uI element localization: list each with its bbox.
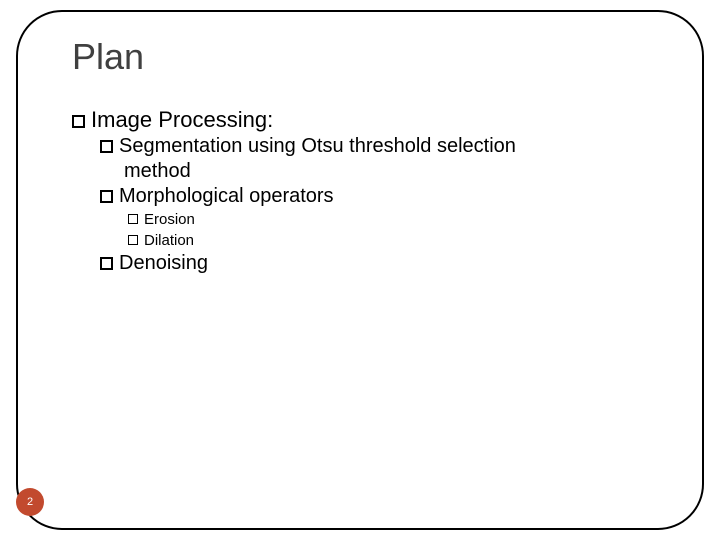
square-bullet-icon <box>128 214 138 224</box>
l2-text: Denoising <box>119 252 208 274</box>
page-number: 2 <box>27 496 33 508</box>
list-item-l2: Denoising <box>100 251 680 276</box>
list-item-l2: Morphological operators <box>100 184 680 209</box>
list-item-l2-continuation: method <box>124 159 680 184</box>
l2-text: Morphological operators <box>119 185 334 207</box>
list-item-l2: Segmentation using Otsu threshold select… <box>100 134 680 159</box>
page-number-badge: 2 <box>16 488 44 516</box>
square-bullet-icon <box>100 140 113 153</box>
slide: Plan Image Processing: Segmentation usin… <box>0 0 720 540</box>
square-bullet-icon <box>100 257 113 270</box>
slide-content: Plan Image Processing: Segmentation usin… <box>72 36 680 276</box>
list-item-l3: Dilation <box>128 230 680 251</box>
square-bullet-icon <box>100 190 113 203</box>
l3-text: Dilation <box>144 232 194 249</box>
list-item-l3: Erosion <box>128 209 680 230</box>
l1-text: Image Processing: <box>91 107 273 132</box>
square-bullet-icon <box>72 115 85 128</box>
list-item-l1: Image Processing: <box>72 106 680 134</box>
l2-text-cont: method <box>124 160 191 182</box>
square-bullet-icon <box>128 235 138 245</box>
l2-text: Segmentation using Otsu threshold select… <box>119 135 516 157</box>
slide-title: Plan <box>72 36 680 78</box>
l3-text: Erosion <box>144 211 195 228</box>
